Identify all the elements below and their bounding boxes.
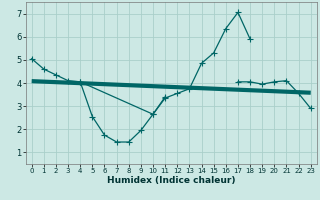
X-axis label: Humidex (Indice chaleur): Humidex (Indice chaleur) xyxy=(107,176,236,185)
